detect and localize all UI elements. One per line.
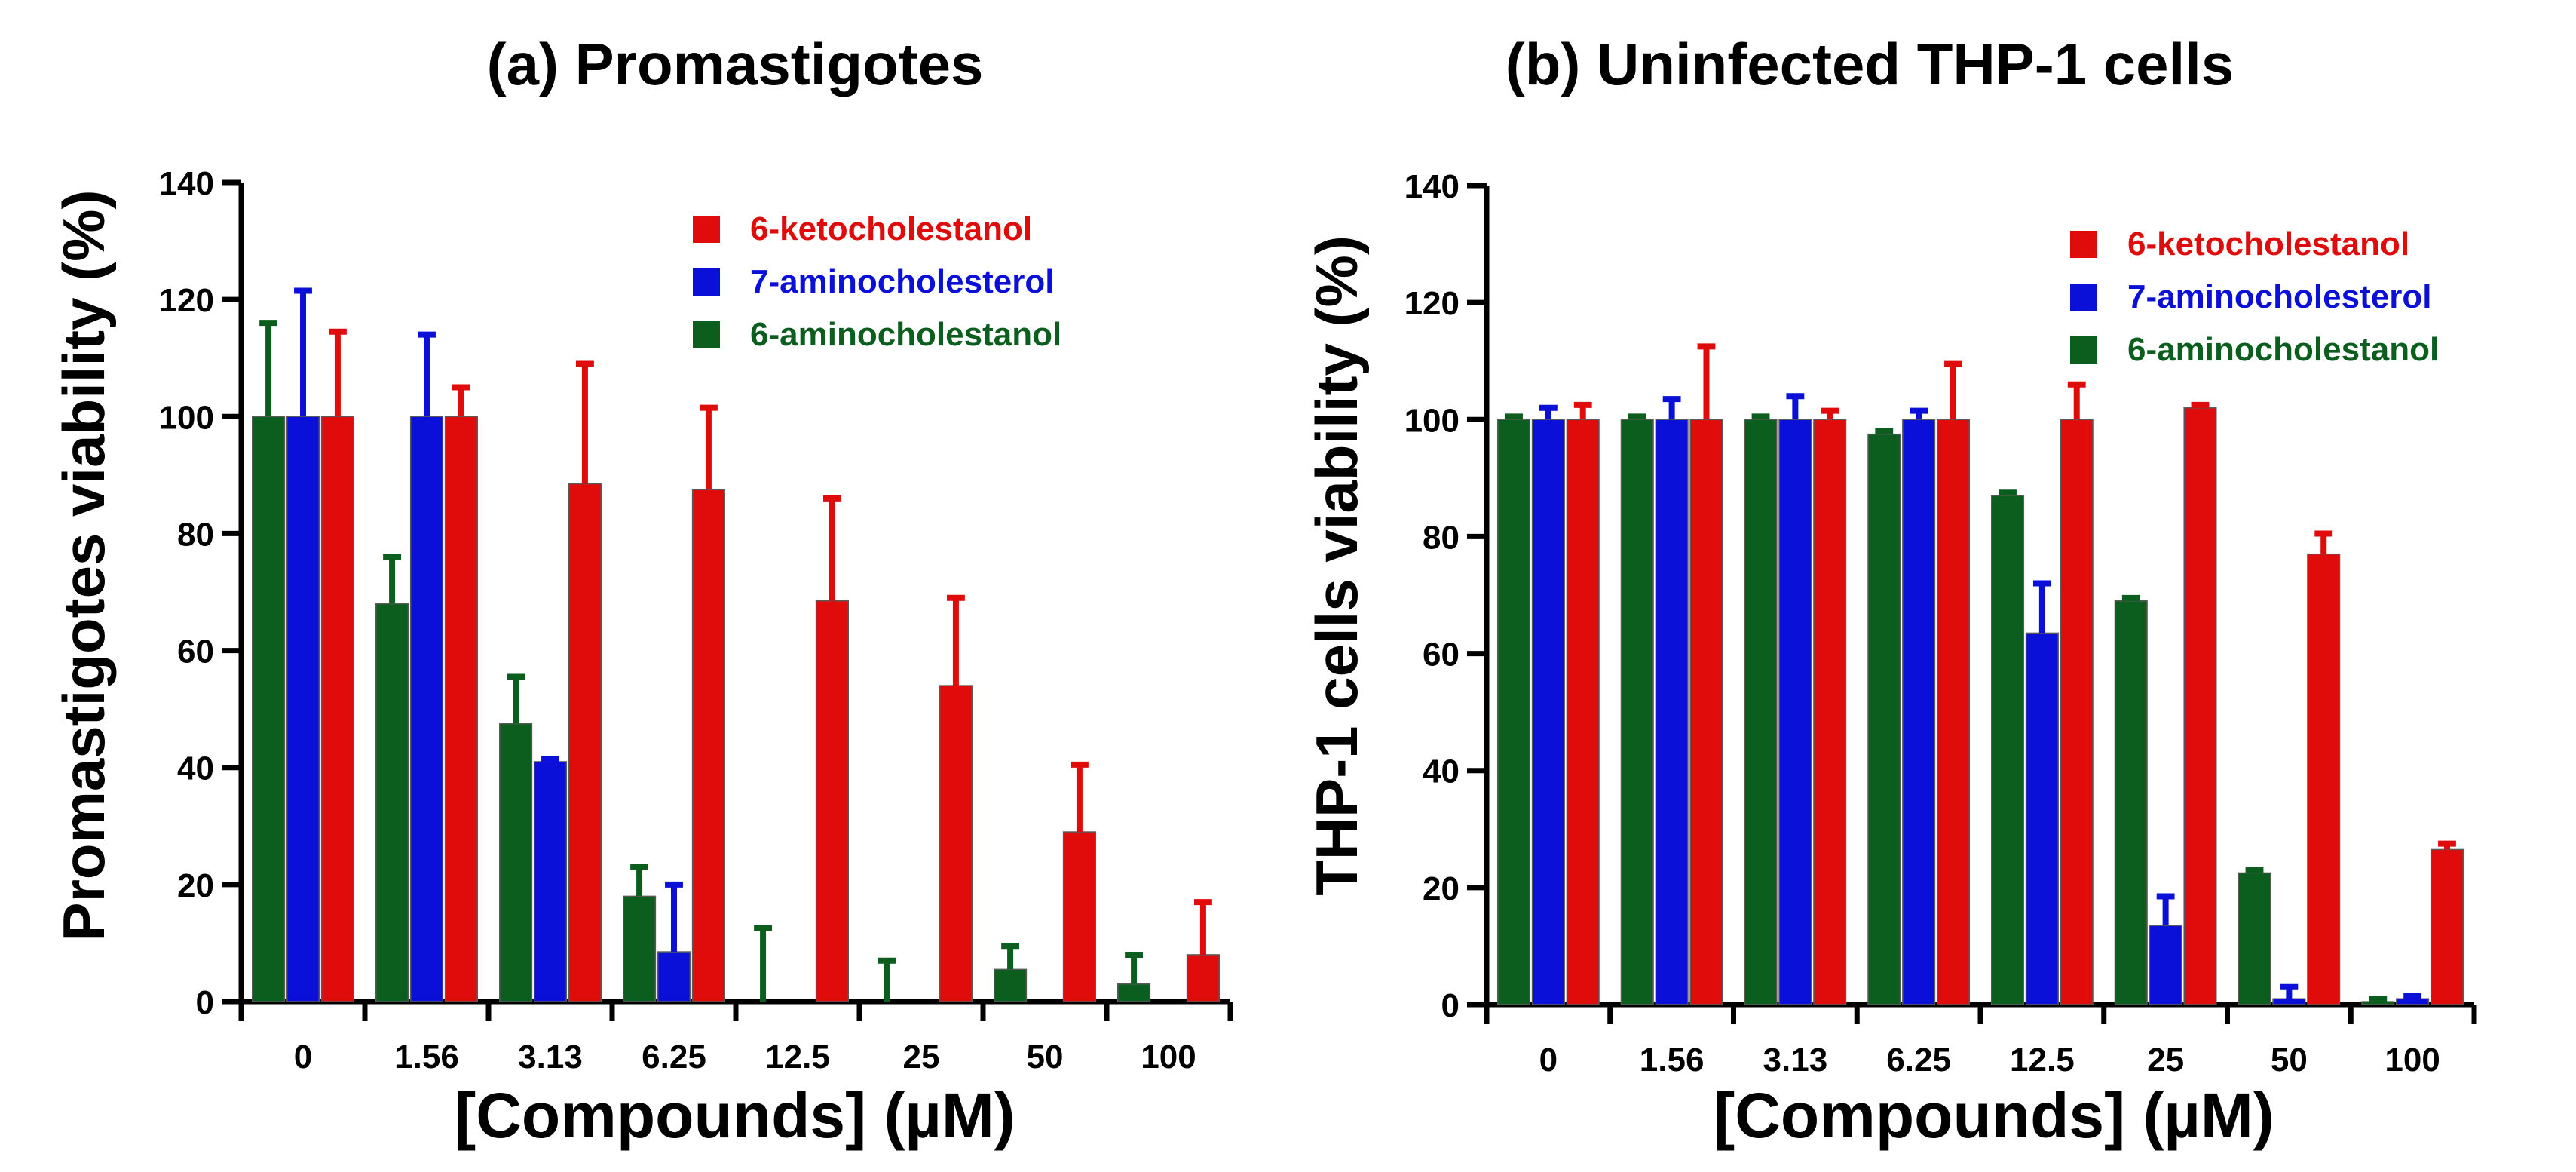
- panel-b-legend-swatch-6-ketocholestanol: [2070, 231, 2097, 258]
- panel-b-bar-6-aminocholestanol-6-25: [1867, 433, 1901, 1005]
- panel-b-y-tick-label: 40: [1423, 753, 1460, 790]
- panel-a-x-tick-label: 12.5: [765, 1039, 830, 1075]
- panel-b-bar-7-aminocholesterol-50: [2272, 998, 2306, 1005]
- panel-b-x-tick-label: 3.13: [1763, 1042, 1828, 1078]
- panel-a-legend-swatch-7-aminocholesterol: [693, 268, 720, 296]
- panel-b-x-tick-label: 6.25: [1886, 1042, 1951, 1078]
- panel-a-x-tick-label: 1.56: [394, 1039, 459, 1075]
- panel-a-y-tick-label: 60: [177, 634, 214, 670]
- panel-b-bar-6-aminocholestanol-12-5: [1990, 495, 2025, 1005]
- panel-b-x-axis-label: [Compounds] (µM): [1714, 1080, 2274, 1151]
- panel-b-y-tick-label: 140: [1404, 168, 1460, 205]
- panel-a-y-tick-label: 0: [196, 984, 214, 1021]
- panel-a-bar-6-ketocholestanol-0: [320, 416, 354, 1002]
- panel-a-bar-6-ketocholestanol-6-25: [691, 489, 725, 1002]
- panel-a-bar-7-aminocholesterol-0: [286, 416, 320, 1002]
- panel-b-y-tick-label: 80: [1423, 519, 1460, 556]
- panel-a-title: (a) Promastigotes: [487, 31, 984, 97]
- panel-b-bar-7-aminocholesterol-100: [2396, 998, 2430, 1005]
- panel-a-x-axis-label: [Compounds] (µM): [455, 1080, 1015, 1151]
- panel-a-y-axis-label: Promastigotes viability (%): [51, 190, 117, 942]
- panel-a-bar-7-aminocholesterol-3-13: [533, 761, 568, 1002]
- panel-b-x-tick-label: 1.56: [1640, 1042, 1705, 1078]
- panel-b-legend: 6-ketocholestanol 7-aminocholesterol 6-ami…: [2070, 226, 2439, 368]
- panel-a-bar-6-ketocholestanol-3-13: [568, 483, 602, 1002]
- panel-b-title: (b) Uninfected THP-1 cells: [1505, 31, 2234, 97]
- panel-a-legend-label-7-aminocholesterol: 7-aminocholesterol: [750, 263, 1054, 300]
- panel-a-bar-6-aminocholestanol-100: [1117, 983, 1151, 1002]
- panel-b-x-tick-label: 50: [2271, 1042, 2308, 1078]
- panel-a-x-tick-label: 6.25: [642, 1039, 706, 1075]
- panel-b-bar-6-ketocholestanol-6-25: [1936, 419, 1971, 1005]
- panel-b-bar-7-aminocholesterol-12-5: [2025, 632, 2059, 1005]
- panel-b-bar-6-ketocholestanol-0: [1566, 419, 1600, 1005]
- panel-b-legend-label-7-aminocholesterol: 7-aminocholesterol: [2127, 278, 2431, 315]
- panel-a-legend: 6-ketocholestanol 7-aminocholesterol 6-ami…: [693, 210, 1061, 353]
- panel-a-bar-6-ketocholestanol-1-56: [444, 416, 478, 1002]
- panel-b-bar-7-aminocholesterol-1-56: [1655, 419, 1689, 1005]
- panel-a-bar-6-ketocholestanol-25: [939, 685, 973, 1002]
- panel-a-bar-7-aminocholesterol-6-25: [657, 951, 691, 1002]
- panel-a-bar-6-ketocholestanol-100: [1186, 954, 1220, 1002]
- panel-b-y-tick-label: 0: [1441, 987, 1460, 1024]
- panel-b-bar-6-aminocholestanol-3-13: [1744, 419, 1778, 1005]
- panel-a-legend-swatch-6-aminocholestanol: [693, 321, 720, 348]
- panel-b-legend-swatch-7-aminocholesterol: [2070, 284, 2097, 311]
- panel-b-bar-6-ketocholestanol-12-5: [2060, 419, 2094, 1005]
- panel-b-bar-6-aminocholestanol-25: [2114, 600, 2148, 1005]
- panel-a-bar-6-aminocholestanol-6-25: [623, 895, 657, 1002]
- panel-a-x-tick-label: 25: [903, 1039, 940, 1075]
- panel-a-bar-6-aminocholestanol-50: [994, 968, 1028, 1002]
- panel-b-y-tick-label: 20: [1423, 870, 1460, 907]
- panel-a-legend-label-6-ketocholestanol: 6-ketocholestanol: [750, 210, 1032, 247]
- panel-a-y-tick-label: 140: [159, 165, 214, 202]
- panel-b-plot-area: 0 20 40 60 80 100 120 140 0 1.56 3.13 6.25 12.5 25 50 1…: [1404, 168, 2477, 1078]
- panel-a-bar-6-aminocholestanol-1-56: [375, 603, 409, 1002]
- panel-b-legend-swatch-6-aminocholestanol: [2070, 336, 2097, 364]
- panel-b-y-tick-label: 120: [1404, 285, 1460, 322]
- panel-b-legend-label-6-aminocholestanol: 6-aminocholestanol: [2127, 331, 2439, 368]
- panel-b-bar-7-aminocholesterol-0: [1531, 419, 1565, 1005]
- panel-b-bar-6-aminocholestanol-1-56: [1620, 419, 1654, 1005]
- panel-a-bar-6-ketocholestanol-50: [1062, 831, 1096, 1002]
- panel-a-x-tick-label: 100: [1141, 1039, 1196, 1075]
- panel-b-bar-6-ketocholestanol-25: [2183, 407, 2217, 1005]
- panel-b-x-tick-label: 12.5: [2010, 1042, 2075, 1078]
- panel-b-bar-6-aminocholestanol-50: [2238, 872, 2271, 1005]
- panel-a-x-tick-label: 50: [1027, 1039, 1064, 1075]
- panel-b-x-tick-label: 100: [2385, 1042, 2440, 1078]
- panel-a-y-tick-label: 40: [177, 750, 214, 787]
- panel-b-y-tick-label: 60: [1423, 637, 1460, 673]
- panel-a-legend-swatch-6-ketocholestanol: [693, 216, 720, 243]
- panel-b-legend-label-6-ketocholestanol: 6-ketocholestanol: [2127, 226, 2409, 262]
- panel-a-y-tick-label: 120: [159, 282, 214, 319]
- panel-a-y-tick-label: 80: [177, 516, 214, 553]
- panel-a-y-tick-label: 100: [159, 399, 214, 436]
- panel-a-plot-area: 0 20 40 60 80 100 120 140 0 1.56 3.13 6.25 12.5 25 50 1…: [159, 165, 1233, 1075]
- panel-a-bar-6-aminocholestanol-3-13: [499, 723, 533, 1002]
- panel-b-bar-7-aminocholesterol-3-13: [1778, 419, 1812, 1005]
- panel-b-x-tick-label: 25: [2147, 1042, 2184, 1078]
- panel-a-y-tick-label: 20: [177, 867, 214, 904]
- panel-b-bar-7-aminocholesterol-25: [2149, 925, 2182, 1005]
- panel-b-bar-7-aminocholesterol-6-25: [1902, 419, 1936, 1005]
- panel-a-bar-7-aminocholesterol-1-56: [409, 416, 444, 1002]
- panel-a-x-tick-label: 3.13: [518, 1039, 583, 1075]
- panel-b-bar-6-aminocholestanol-100: [2361, 1001, 2395, 1005]
- panel-b-y-axis-label: THP-1 cells viability (%): [1303, 235, 1370, 896]
- panel-b-bar-6-ketocholestanol-1-56: [1689, 419, 1723, 1005]
- panel-b-bar-6-ketocholestanol-100: [2430, 848, 2464, 1005]
- panel-b-x-tick-label: 0: [1539, 1042, 1558, 1078]
- panel-b-bar-6-aminocholestanol-0: [1496, 419, 1531, 1005]
- panel-a-promastigotes: (a) Promastigotes Promastigotes viabilit…: [51, 31, 1233, 1151]
- panel-b-bar-6-ketocholestanol-3-13: [1813, 419, 1847, 1005]
- panel-a-bar-6-aminocholestanol-0: [252, 416, 286, 1002]
- panel-b-bar-6-ketocholestanol-50: [2307, 553, 2341, 1005]
- panel-a-bar-6-ketocholestanol-12-5: [815, 600, 849, 1002]
- panel-a-legend-label-6-aminocholestanol: 6-aminocholestanol: [750, 316, 1061, 353]
- panel-b-thp1: (b) Uninfected THP-1 cells THP-1 cells v…: [1303, 31, 2477, 1151]
- panel-a-x-tick-label: 0: [294, 1039, 312, 1075]
- panel-b-y-tick-label: 100: [1404, 402, 1460, 439]
